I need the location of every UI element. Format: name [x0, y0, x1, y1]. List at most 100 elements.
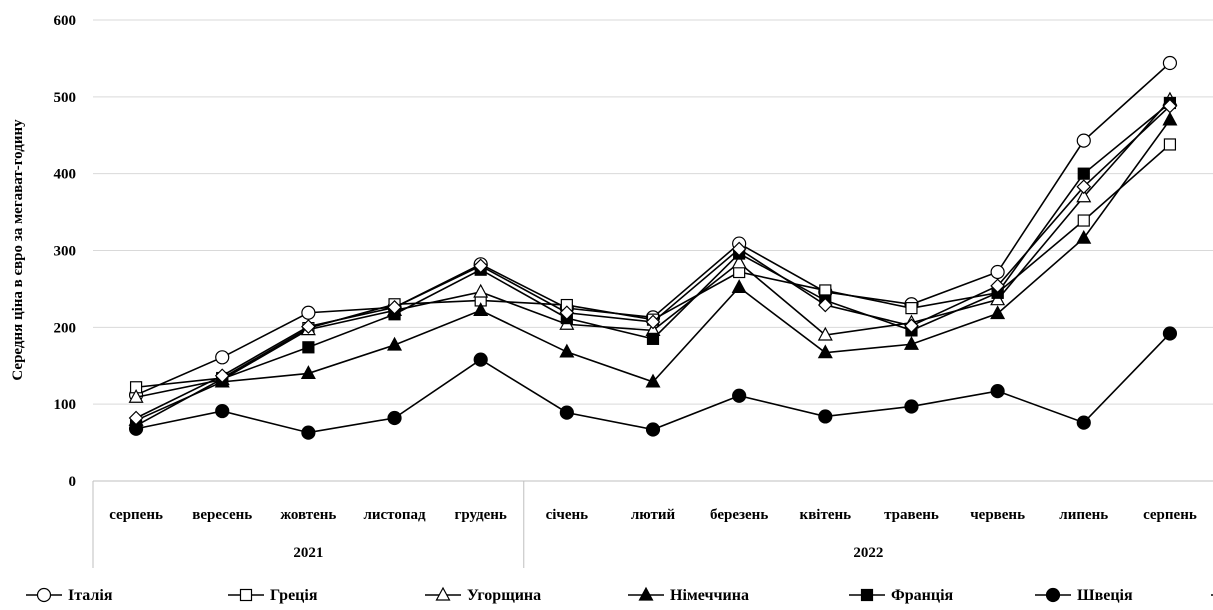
data-point	[559, 305, 575, 321]
x-tick-label: червень	[970, 507, 1025, 523]
x-tick-label: квітень	[800, 507, 852, 523]
data-point	[1162, 55, 1178, 71]
data-point	[990, 278, 1005, 294]
data-point	[215, 403, 230, 419]
data-point	[300, 365, 316, 380]
x-group-label: 2021	[293, 545, 323, 561]
series-line	[135, 99, 1171, 399]
data-point	[387, 300, 402, 315]
x-axis-ticks: серпень вересень жовтень листопад грудень січ…	[109, 507, 1197, 561]
data-point	[1076, 179, 1092, 195]
x-tick-label: серпень	[109, 507, 163, 523]
series-line	[135, 105, 1171, 419]
y-axis-label: Середня ціна в євро за мегават-годину	[10, 119, 26, 381]
legend-label: Німеччина	[670, 587, 749, 604]
legend-item: Греція	[228, 587, 318, 604]
x-tick-label: вересень	[192, 507, 252, 523]
data-point	[905, 302, 918, 315]
legend-item: Швеція	[1035, 587, 1133, 604]
data-point	[731, 254, 747, 269]
legend-marker	[239, 588, 253, 602]
data-point	[473, 352, 488, 367]
axes	[92, 480, 1213, 568]
legend-marker	[36, 587, 52, 603]
data-point	[731, 279, 747, 293]
legend-label: Франція	[891, 587, 954, 604]
data-point	[301, 319, 316, 334]
legend-label: Італія	[68, 587, 113, 604]
y-tick-label: 400	[54, 167, 77, 183]
data-point	[387, 336, 403, 351]
data-point	[1162, 111, 1178, 126]
data-point	[1163, 138, 1177, 151]
data-point	[559, 405, 574, 420]
data-point	[1076, 133, 1091, 148]
data-point	[645, 314, 661, 330]
y-tick-label: 100	[54, 397, 77, 413]
data-point	[301, 305, 316, 320]
data-point	[732, 388, 747, 403]
data-point	[904, 399, 919, 414]
data-point	[903, 335, 919, 350]
data-point	[215, 350, 230, 365]
legend-marker	[638, 586, 654, 601]
grid	[93, 19, 1213, 405]
legend-label: Швеція	[1077, 587, 1133, 604]
data-point	[817, 344, 833, 359]
x-tick-label: жовтень	[280, 507, 336, 523]
data-point	[473, 258, 489, 274]
data-point	[819, 284, 832, 297]
x-tick-label: березень	[710, 507, 768, 523]
data-point	[990, 384, 1005, 399]
data-point	[818, 409, 833, 424]
data-point	[904, 318, 919, 334]
data-point	[1076, 229, 1092, 244]
data-point	[559, 343, 575, 358]
data-point	[817, 326, 833, 341]
x-tick-label: серпень	[1143, 507, 1197, 523]
legend-marker	[860, 588, 874, 602]
legend-label: Угорщина	[467, 587, 541, 604]
legend-item: Угорщина	[425, 586, 541, 604]
y-tick-label: 300	[54, 244, 77, 260]
series-1	[128, 55, 1178, 403]
data-point	[301, 425, 316, 440]
data-point	[128, 388, 144, 403]
data-point	[1162, 98, 1178, 114]
data-point	[731, 241, 747, 257]
data-point	[1077, 214, 1090, 227]
legend: Італія Греція Угорщина Німеччина Франція Швец…	[26, 586, 1213, 604]
y-axis-ticks: 0 100 200 300 400 500 600	[54, 13, 77, 490]
legend-label: Греція	[270, 587, 318, 604]
legend-marker	[1045, 587, 1061, 603]
legend-marker	[435, 586, 451, 601]
y-tick-label: 0	[69, 474, 77, 490]
data-point	[1076, 188, 1092, 203]
legend-item: Італія	[26, 587, 113, 604]
x-tick-label: лютий	[631, 507, 676, 523]
data-point	[302, 341, 315, 354]
data-point	[1162, 326, 1178, 341]
data-point	[387, 410, 402, 426]
y-tick-label: 600	[54, 13, 77, 29]
series-line	[135, 62, 1171, 396]
data-point	[990, 264, 1005, 280]
data-point	[214, 368, 230, 384]
data-point	[473, 302, 489, 317]
data-point	[1076, 415, 1091, 430]
series-4	[128, 111, 1178, 426]
data-point	[817, 297, 833, 313]
series-7	[128, 98, 1178, 426]
data-point	[646, 332, 660, 345]
x-tick-label: листопад	[363, 507, 426, 523]
legend-item: Німеччина	[628, 586, 749, 604]
y-tick-label: 200	[54, 320, 77, 336]
data-point	[1077, 167, 1090, 180]
x-group-label: 2022	[853, 545, 883, 561]
data-point	[473, 283, 489, 298]
data-point	[128, 410, 144, 426]
data-point	[990, 305, 1006, 320]
x-tick-label: грудень	[455, 507, 507, 523]
legend-item: Франція	[849, 587, 954, 604]
